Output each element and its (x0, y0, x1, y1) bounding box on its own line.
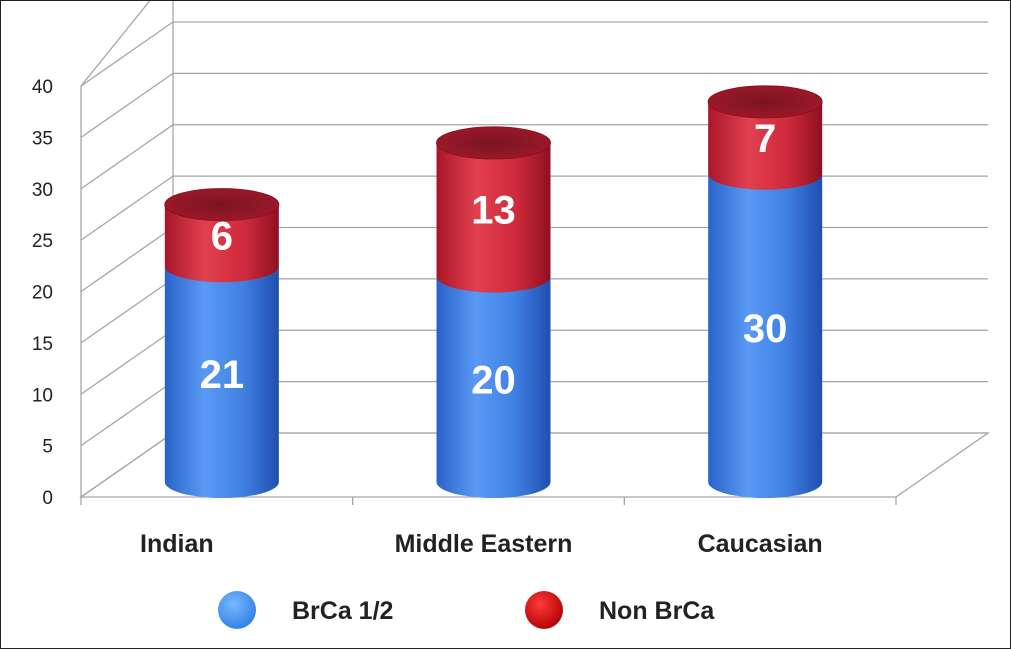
gridline-side (80, 226, 174, 293)
bar-top-cap (707, 85, 823, 119)
bar-body (436, 142, 551, 293)
bar-segment: 7 (708, 101, 823, 190)
gridline-side (80, 329, 174, 395)
bar-segment: 13 (436, 142, 551, 293)
x-category-label: Indian (140, 530, 214, 558)
bar-value-label: 7 (754, 117, 776, 161)
chart-walls (78, 1, 991, 505)
bar-body (436, 276, 551, 498)
bar-segment: 30 (708, 173, 823, 498)
y-tick-label: 10 (32, 385, 53, 406)
legend: BrCa 1/2 Non BrCa (218, 591, 715, 629)
y-tick-label: 20 (32, 283, 53, 304)
y-tick-label: 25 (32, 231, 53, 252)
y-tick-label: 0 (42, 488, 53, 509)
bar-stack: 21 6 (164, 188, 280, 498)
bar-segment: 21 (164, 266, 279, 498)
y-tick-label: 40 (32, 77, 53, 98)
legend-marker (525, 591, 563, 629)
x-category-label: Caucasian (698, 530, 823, 558)
bar-segment: 20 (436, 276, 551, 498)
bar-body (164, 266, 279, 498)
legend-label: BrCa 1/2 (292, 597, 393, 625)
bar-value-label: 21 (200, 353, 245, 397)
bar-top-cap (164, 188, 280, 222)
bar-stack: 30 7 (707, 85, 823, 498)
x-category-label: Middle Eastern (395, 530, 573, 558)
legend-item: Non BrCa (525, 591, 715, 629)
legend-item: BrCa 1/2 (218, 591, 393, 629)
bar-value-label: 13 (471, 189, 516, 233)
y-axis: 0 5 10 15 20 25 30 35 40 (32, 77, 53, 509)
gridline-side (80, 124, 174, 190)
gridline-side (80, 175, 174, 241)
legend-label: Non BrCa (599, 597, 715, 625)
y-tick-label: 30 (32, 180, 53, 201)
bar-top-cap (436, 126, 551, 160)
gridline-side (80, 278, 174, 344)
gridline-side (80, 21, 174, 87)
bar-body (164, 204, 279, 283)
x-axis: Indian Middle Eastern Caucasian (140, 530, 823, 558)
legend-marker (218, 591, 256, 629)
bar-body (708, 173, 823, 498)
y-tick-label: 35 (32, 128, 53, 149)
bar-value-label: 20 (471, 358, 516, 402)
y-tick-label: 5 (42, 437, 53, 458)
bar-value-label: 30 (743, 307, 788, 351)
bar-body (708, 101, 823, 190)
y-tick-label: 15 (32, 334, 53, 355)
bar-value-label: 6 (211, 214, 233, 258)
gridline-side (80, 381, 174, 447)
bar-segment: 6 (164, 204, 279, 283)
wall-top-edge (80, 1, 151, 87)
gridline-side (80, 72, 174, 138)
